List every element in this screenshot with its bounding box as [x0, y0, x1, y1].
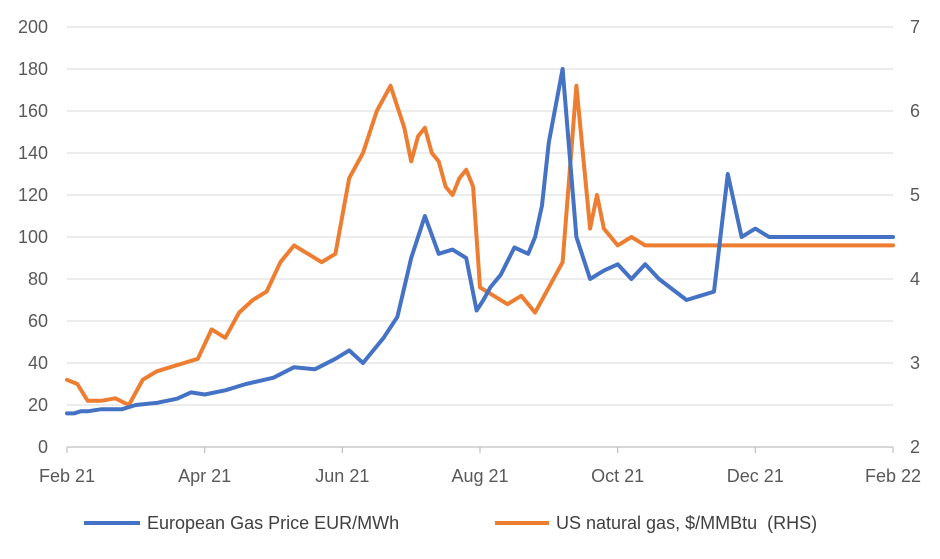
legend: European Gas Price EUR/MWh US natural ga…	[84, 513, 817, 533]
y-tick-label: 100	[18, 227, 48, 247]
x-axis-ticks: Feb 21 Apr 21 Jun 21 Aug 21 Oct 21 Dec 21 Feb …	[39, 447, 921, 486]
y-tick-label: 80	[28, 269, 48, 289]
y-axis-right-ticks: 2 3 4 5 6 7	[910, 17, 920, 457]
x-tick-label: Feb 22	[865, 466, 921, 486]
y-tick-label: 60	[28, 311, 48, 331]
x-tick-label: Aug 21	[451, 466, 508, 486]
y-tick-label: 140	[18, 143, 48, 163]
series-lines	[65, 67, 895, 416]
x-tick-label: Oct 21	[591, 466, 644, 486]
y2-tick-label: 4	[910, 269, 920, 289]
y2-tick-label: 3	[910, 353, 920, 373]
x-tick-label: Jun 21	[315, 466, 369, 486]
legend-label-european-gas: European Gas Price EUR/MWh	[147, 513, 399, 533]
y-tick-label: 20	[28, 395, 48, 415]
y2-tick-label: 7	[910, 17, 920, 37]
x-tick-label: Feb 21	[39, 466, 95, 486]
y-tick-label: 120	[18, 185, 48, 205]
x-tick-label: Apr 21	[178, 466, 231, 486]
us-natural-gas-line	[65, 83, 895, 407]
y2-tick-label: 5	[910, 185, 920, 205]
european-gas-line	[65, 67, 895, 416]
legend-label-us-natural-gas: US natural gas, $/MMBtu (RHS)	[556, 513, 817, 533]
x-tick-label: Dec 21	[727, 466, 784, 486]
y2-tick-label: 6	[910, 101, 920, 121]
y-axis-left-ticks: 0 20 40 60 80 100 120 140 160 180 200	[18, 17, 48, 457]
y-tick-label: 180	[18, 59, 48, 79]
y-tick-label: 0	[38, 437, 48, 457]
y-tick-label: 160	[18, 101, 48, 121]
y2-tick-label: 2	[910, 437, 920, 457]
y-tick-label: 200	[18, 17, 48, 37]
y-tick-label: 40	[28, 353, 48, 373]
gridlines	[67, 26, 893, 406]
